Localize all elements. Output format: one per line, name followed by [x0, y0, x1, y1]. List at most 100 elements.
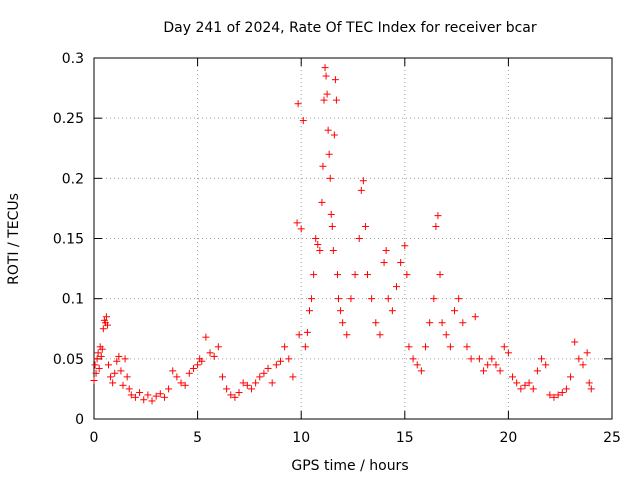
data-point — [303, 328, 311, 336]
data-point — [372, 319, 380, 327]
data-point — [558, 389, 566, 397]
data-point — [567, 373, 575, 381]
data-point — [256, 373, 264, 381]
data-point — [583, 349, 591, 357]
data-point — [312, 235, 320, 242]
data-point — [368, 295, 376, 303]
data-point — [459, 319, 467, 327]
data-point — [533, 367, 541, 375]
y-tick-label: 0.05 — [53, 352, 84, 368]
y-tick-label: 0.2 — [62, 171, 84, 187]
data-point — [177, 379, 185, 387]
data-point — [243, 381, 251, 389]
data-point — [165, 385, 173, 393]
data-point — [109, 379, 117, 387]
data-point — [542, 361, 550, 369]
y-tick-label: 0.25 — [53, 111, 84, 127]
y-tick-labels: 0 0.05 0.1 0.15 0.2 0.25 0.3 — [53, 51, 84, 428]
data-point — [550, 393, 558, 401]
data-point — [268, 379, 276, 387]
data-point — [260, 369, 268, 377]
data-point — [359, 177, 367, 185]
data-point — [181, 381, 189, 389]
data-point — [127, 391, 135, 399]
x-tick-label: 25 — [603, 430, 621, 446]
data-point — [417, 367, 425, 375]
data-point — [252, 379, 260, 387]
data-point — [316, 247, 324, 255]
data-point — [521, 381, 529, 389]
data-point — [206, 349, 214, 357]
data-point — [94, 349, 102, 357]
data-point — [326, 174, 334, 182]
data-point — [455, 295, 463, 303]
data-point — [475, 355, 483, 363]
data-point — [117, 367, 125, 375]
data-point — [95, 364, 103, 372]
data-point — [113, 357, 121, 365]
y-tick-label: 0.1 — [62, 292, 84, 308]
data-point — [426, 319, 434, 327]
data-point — [314, 241, 322, 249]
data-point — [357, 186, 365, 194]
data-point — [294, 100, 302, 108]
data-point — [289, 373, 297, 381]
data-point — [131, 393, 139, 401]
grid-lines — [94, 58, 612, 419]
x-tick-label: 5 — [193, 430, 202, 446]
data-point — [471, 313, 479, 321]
x-axis-label: GPS time / hours — [291, 458, 408, 474]
y-tick-label: 0 — [75, 412, 84, 428]
data-point — [562, 385, 570, 393]
data-points — [90, 64, 595, 405]
data-point — [587, 385, 595, 393]
data-point — [325, 150, 333, 158]
data-point — [364, 271, 372, 279]
data-point — [517, 385, 525, 393]
data-point — [97, 352, 105, 360]
data-point — [488, 355, 496, 363]
data-point — [442, 331, 450, 339]
data-point — [198, 357, 206, 365]
data-point — [579, 361, 587, 369]
data-point — [331, 76, 339, 84]
data-point — [173, 373, 181, 381]
data-point — [247, 385, 255, 393]
data-point — [546, 391, 554, 399]
data-point — [93, 355, 101, 363]
data-point — [329, 247, 337, 255]
data-point — [299, 117, 307, 125]
data-point — [103, 321, 111, 329]
data-point — [554, 391, 562, 399]
data-point — [571, 338, 579, 346]
data-point — [169, 367, 177, 375]
data-point — [463, 343, 471, 351]
data-point — [92, 369, 100, 377]
data-point — [321, 64, 329, 72]
x-tick-label: 10 — [292, 430, 310, 446]
y-tick-label: 0.3 — [62, 51, 84, 67]
data-point — [144, 391, 152, 399]
data-point — [436, 271, 444, 279]
data-point — [123, 373, 131, 381]
data-point — [361, 222, 369, 230]
data-point — [160, 393, 168, 401]
data-point — [91, 361, 99, 369]
data-point — [140, 396, 148, 404]
data-point — [401, 242, 409, 250]
data-point — [111, 369, 119, 377]
x-tick-label: 20 — [499, 430, 517, 446]
data-point — [451, 307, 459, 315]
data-point — [484, 361, 492, 369]
x-tick-label: 15 — [396, 430, 414, 446]
data-point — [301, 343, 309, 351]
data-point — [575, 355, 583, 363]
data-point — [308, 295, 316, 303]
data-point — [351, 271, 359, 279]
data-point — [333, 271, 341, 279]
data-point — [305, 307, 313, 315]
data-point — [343, 331, 351, 339]
data-point — [210, 352, 218, 360]
data-point — [148, 397, 156, 405]
data-point — [328, 222, 336, 230]
